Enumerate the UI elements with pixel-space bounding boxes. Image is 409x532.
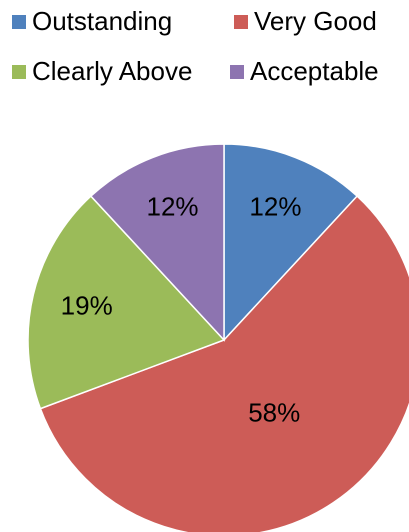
legend-swatch — [12, 15, 26, 29]
pie-slice — [27, 195, 226, 410]
legend-swatch — [12, 65, 26, 79]
slice-label: 12% — [249, 191, 301, 221]
legend-swatch — [234, 15, 248, 29]
pie-slice — [39, 195, 409, 532]
legend-swatch — [230, 65, 244, 79]
slice-label: 58% — [248, 398, 300, 428]
pie-slice — [89, 143, 225, 342]
slice-label: 12% — [147, 191, 199, 221]
slice-label: 19% — [61, 290, 113, 320]
pie-slice — [223, 143, 359, 342]
legend-label: Acceptable — [250, 56, 379, 86]
legend-label: Very Good — [254, 6, 377, 36]
legend-label: Outstanding — [32, 6, 172, 36]
legend-label: Clearly Above — [32, 56, 192, 86]
